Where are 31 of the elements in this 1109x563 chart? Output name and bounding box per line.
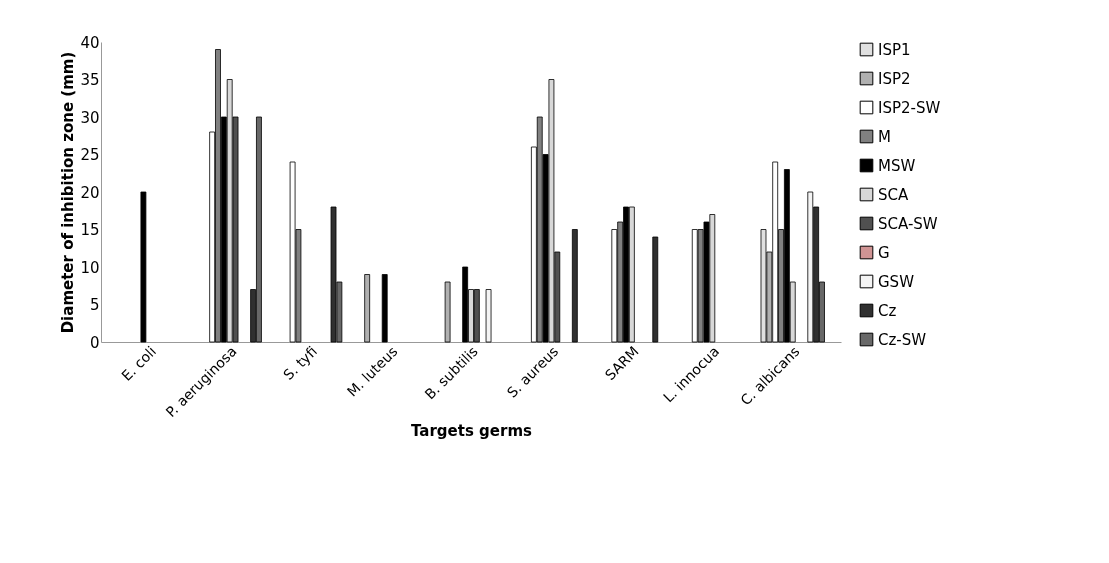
bar: [485, 289, 492, 343]
y-tick-label: 5: [89, 296, 100, 314]
y-tick-label: 35: [80, 71, 100, 89]
legend-label: ISP2: [878, 69, 911, 88]
bar: [364, 274, 371, 343]
bar: [444, 281, 451, 343]
legend-label: Cz-SW: [878, 330, 927, 349]
x-tick-label: E. coli: [118, 343, 160, 384]
y-tick-label: 25: [80, 146, 100, 164]
y-tick-label: 20: [80, 183, 100, 202]
legend-label: GSW: [878, 272, 915, 291]
x-axis-title: Targets germs: [411, 422, 533, 441]
legend-label: ISP1: [878, 40, 911, 59]
x-tick-label: S. tyfi: [280, 343, 321, 383]
y-tick-label: 40: [80, 33, 100, 52]
legend-label: SCA: [878, 185, 909, 204]
bar: [652, 236, 659, 343]
bar: [381, 274, 388, 343]
bar: [140, 191, 147, 343]
y-axis-title: Diameter of inhibition zone (mm): [59, 51, 78, 334]
bar: [571, 229, 578, 343]
y-tick-label: 15: [80, 221, 100, 239]
legend-label: Cz: [878, 301, 897, 320]
legend-label: SCA-SW: [878, 214, 938, 233]
y-tick-label: 10: [80, 258, 100, 277]
legend-label: ISP2-SW: [878, 98, 941, 117]
y-tick-label: 0: [89, 333, 100, 352]
legend-label: M: [878, 127, 891, 146]
legend-label: MSW: [878, 156, 916, 175]
legend-label: G: [878, 243, 890, 262]
y-tick-label: 30: [80, 108, 100, 127]
